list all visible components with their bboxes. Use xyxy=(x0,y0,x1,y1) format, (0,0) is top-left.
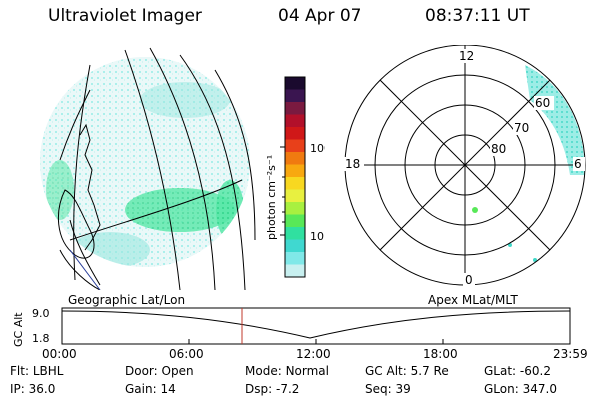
colorbar-swatch xyxy=(285,77,305,90)
colorbar-tick-100: 100 xyxy=(310,142,325,155)
footer-seq: Seq: 39 xyxy=(365,382,411,396)
y-tick-upper: 9.0 xyxy=(32,307,50,320)
geographic-latlon-label: Geographic Lat/Lon xyxy=(68,293,186,307)
colorbar-swatch xyxy=(285,189,305,203)
timeline-axis-label: GC Alt xyxy=(12,312,25,347)
footer-ip: IP: 36.0 xyxy=(10,382,56,396)
footer-gc-alt: GC Alt: 5.7 Re xyxy=(365,364,449,378)
colorbar-swatch xyxy=(285,252,305,265)
colorbar-swatch xyxy=(285,214,305,228)
footer-glat: GLat: -60.2 xyxy=(484,364,551,378)
geographic-image-panel xyxy=(40,47,256,290)
mlt-label-top: 12 xyxy=(459,49,474,63)
apex-mlat-mlt-label: Apex MLat/MLT xyxy=(428,293,518,307)
colorbar-swatch xyxy=(285,264,305,278)
colorbar-swatch xyxy=(285,202,305,215)
footer-glon: GLon: 347.0 xyxy=(484,382,557,396)
image-date: 04 Apr 07 xyxy=(278,6,362,26)
colorbar-swatch xyxy=(285,89,305,103)
lat-label-60: 60 xyxy=(535,96,550,110)
colorbar-units-label: photon cm⁻²s⁻¹ xyxy=(265,155,278,240)
image-time: 08:37:11 UT xyxy=(425,6,530,26)
x-tick-1200: 12:00 xyxy=(296,347,331,361)
intensity-color-bar: 100 10 photon cm⁻²s⁻¹ xyxy=(265,76,325,278)
lat-label-80: 80 xyxy=(491,142,506,156)
footer-door: Door: Open xyxy=(125,364,194,378)
polar-mlat-mlt-plot: 12 18 6 0 60 70 80 xyxy=(344,45,586,287)
mlt-label-bottom: 0 xyxy=(465,273,473,287)
colorbar-swatch xyxy=(285,102,305,115)
x-tick-2359: 23:59 xyxy=(553,347,588,361)
colorbar-swatch xyxy=(285,114,305,128)
colorbar-tick-10: 10 xyxy=(310,230,324,243)
colorbar-swatch xyxy=(285,164,305,178)
lat-label-70: 70 xyxy=(514,121,529,135)
y-tick-lower: 1.8 xyxy=(32,332,50,345)
colorbar-swatch xyxy=(285,139,305,153)
x-tick-0000: 00:00 xyxy=(42,347,77,361)
mlt-label-right: 6 xyxy=(574,157,582,171)
colorbar-swatch xyxy=(285,127,305,140)
mlt-label-left: 18 xyxy=(345,157,360,171)
colorbar-swatch xyxy=(285,152,305,165)
colorbar-swatch xyxy=(285,239,305,253)
instrument-title: Ultraviolet Imager xyxy=(48,6,202,26)
colorbar-swatch xyxy=(285,227,305,240)
x-tick-0600: 06:00 xyxy=(169,347,204,361)
colorbar-swatch xyxy=(285,177,305,190)
footer-gain: Gain: 14 xyxy=(125,382,176,396)
footer-dsp: Dsp: -7.2 xyxy=(245,382,300,396)
altitude-timeline[interactable]: GC Alt 9.0 1.8 00:00 06:00 12:00 18:00 2… xyxy=(0,305,600,363)
x-tick-1800: 18:00 xyxy=(423,347,458,361)
footer-flt: Flt: LBHL xyxy=(10,364,64,378)
footer-mode: Mode: Normal xyxy=(245,364,329,378)
